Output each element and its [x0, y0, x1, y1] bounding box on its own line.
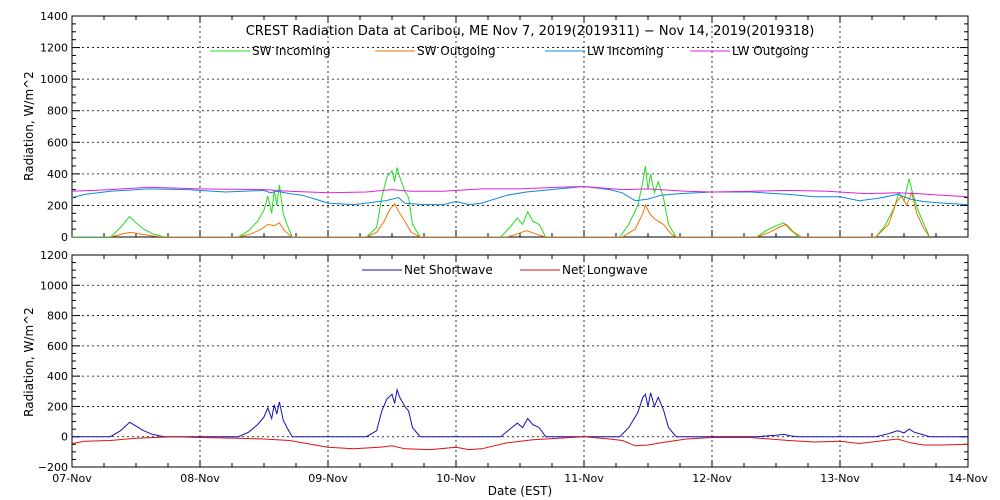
legend-label-sw-incoming: SW Incoming [252, 44, 331, 58]
bottom-plot-frame [71, 254, 969, 468]
x-tick-label: 09-Nov [308, 472, 348, 485]
top-plot-frame [71, 15, 969, 238]
bottom-y-tick-label: 800 [47, 310, 68, 323]
x-axis-label: Date (EST) [488, 484, 552, 498]
chart-title: CREST Radiation Data at Caribou, ME Nov … [246, 24, 815, 39]
bottom-y-tick-label: 1200 [40, 249, 68, 262]
legend-label-lw-outgoing: LW Outgoing [732, 44, 809, 58]
bottom-y-tick-label: −200 [38, 461, 68, 474]
series-line-lw-outgoing [72, 185, 968, 198]
bottom-y-tick-label: 0 [61, 431, 68, 444]
x-tick-label: 13-Nov [820, 472, 860, 485]
series-line-sw-incoming [72, 165, 931, 237]
bottom-y-tick-label: 200 [47, 400, 68, 413]
x-tick-label: 14-Nov [948, 472, 988, 485]
top-panel: 0 200 400 600 800 1000 1200 1400 SW Incoming SW O… [40, 10, 969, 244]
legend-label-net-longwave: Net Longwave [562, 263, 648, 277]
top-y-tick-label: 200 [47, 199, 68, 212]
top-y-tick-label: 600 [47, 136, 68, 149]
top-y-tick-label: 400 [47, 168, 68, 181]
legend-label-net-shortwave: Net Shortwave [404, 263, 493, 277]
x-tick-label: 11-Nov [564, 472, 604, 485]
bottom-y-tick-label: 1000 [40, 279, 68, 292]
bottom-y-axis-label: Radiation, W/m^2 [22, 307, 36, 417]
x-tick-label: 10-Nov [436, 472, 476, 485]
bottom-y-tick-label: 600 [47, 340, 68, 353]
bottom-panel: −200 0 200 400 600 800 1000 1200 07-Nov 08-Nov 09-… [38, 249, 988, 485]
series-line-sw-outgoing [110, 191, 931, 237]
top-y-tick-label: 1400 [40, 10, 68, 23]
top-y-tick-label: 0 [61, 231, 68, 244]
top-y-tick-label: 800 [47, 105, 68, 118]
series-line-lw-incoming [72, 185, 968, 206]
legend-label-lw-incoming: LW Incoming [587, 44, 664, 58]
series-line-net-longwave [72, 436, 968, 451]
top-y-axis-label: Radiation, W/m^2 [22, 71, 36, 181]
x-tick-label: 12-Nov [692, 472, 732, 485]
top-y-tick-label: 1000 [40, 73, 68, 86]
x-tick-label: 07-Nov [52, 472, 92, 485]
top-y-tick-label: 1200 [40, 42, 68, 55]
bottom-y-tick-label: 400 [47, 370, 68, 383]
x-tick-label: 08-Nov [180, 472, 220, 485]
series-line-net-shortwave [72, 387, 968, 438]
legend-label-sw-outgoing: SW Outgoing [417, 44, 496, 58]
